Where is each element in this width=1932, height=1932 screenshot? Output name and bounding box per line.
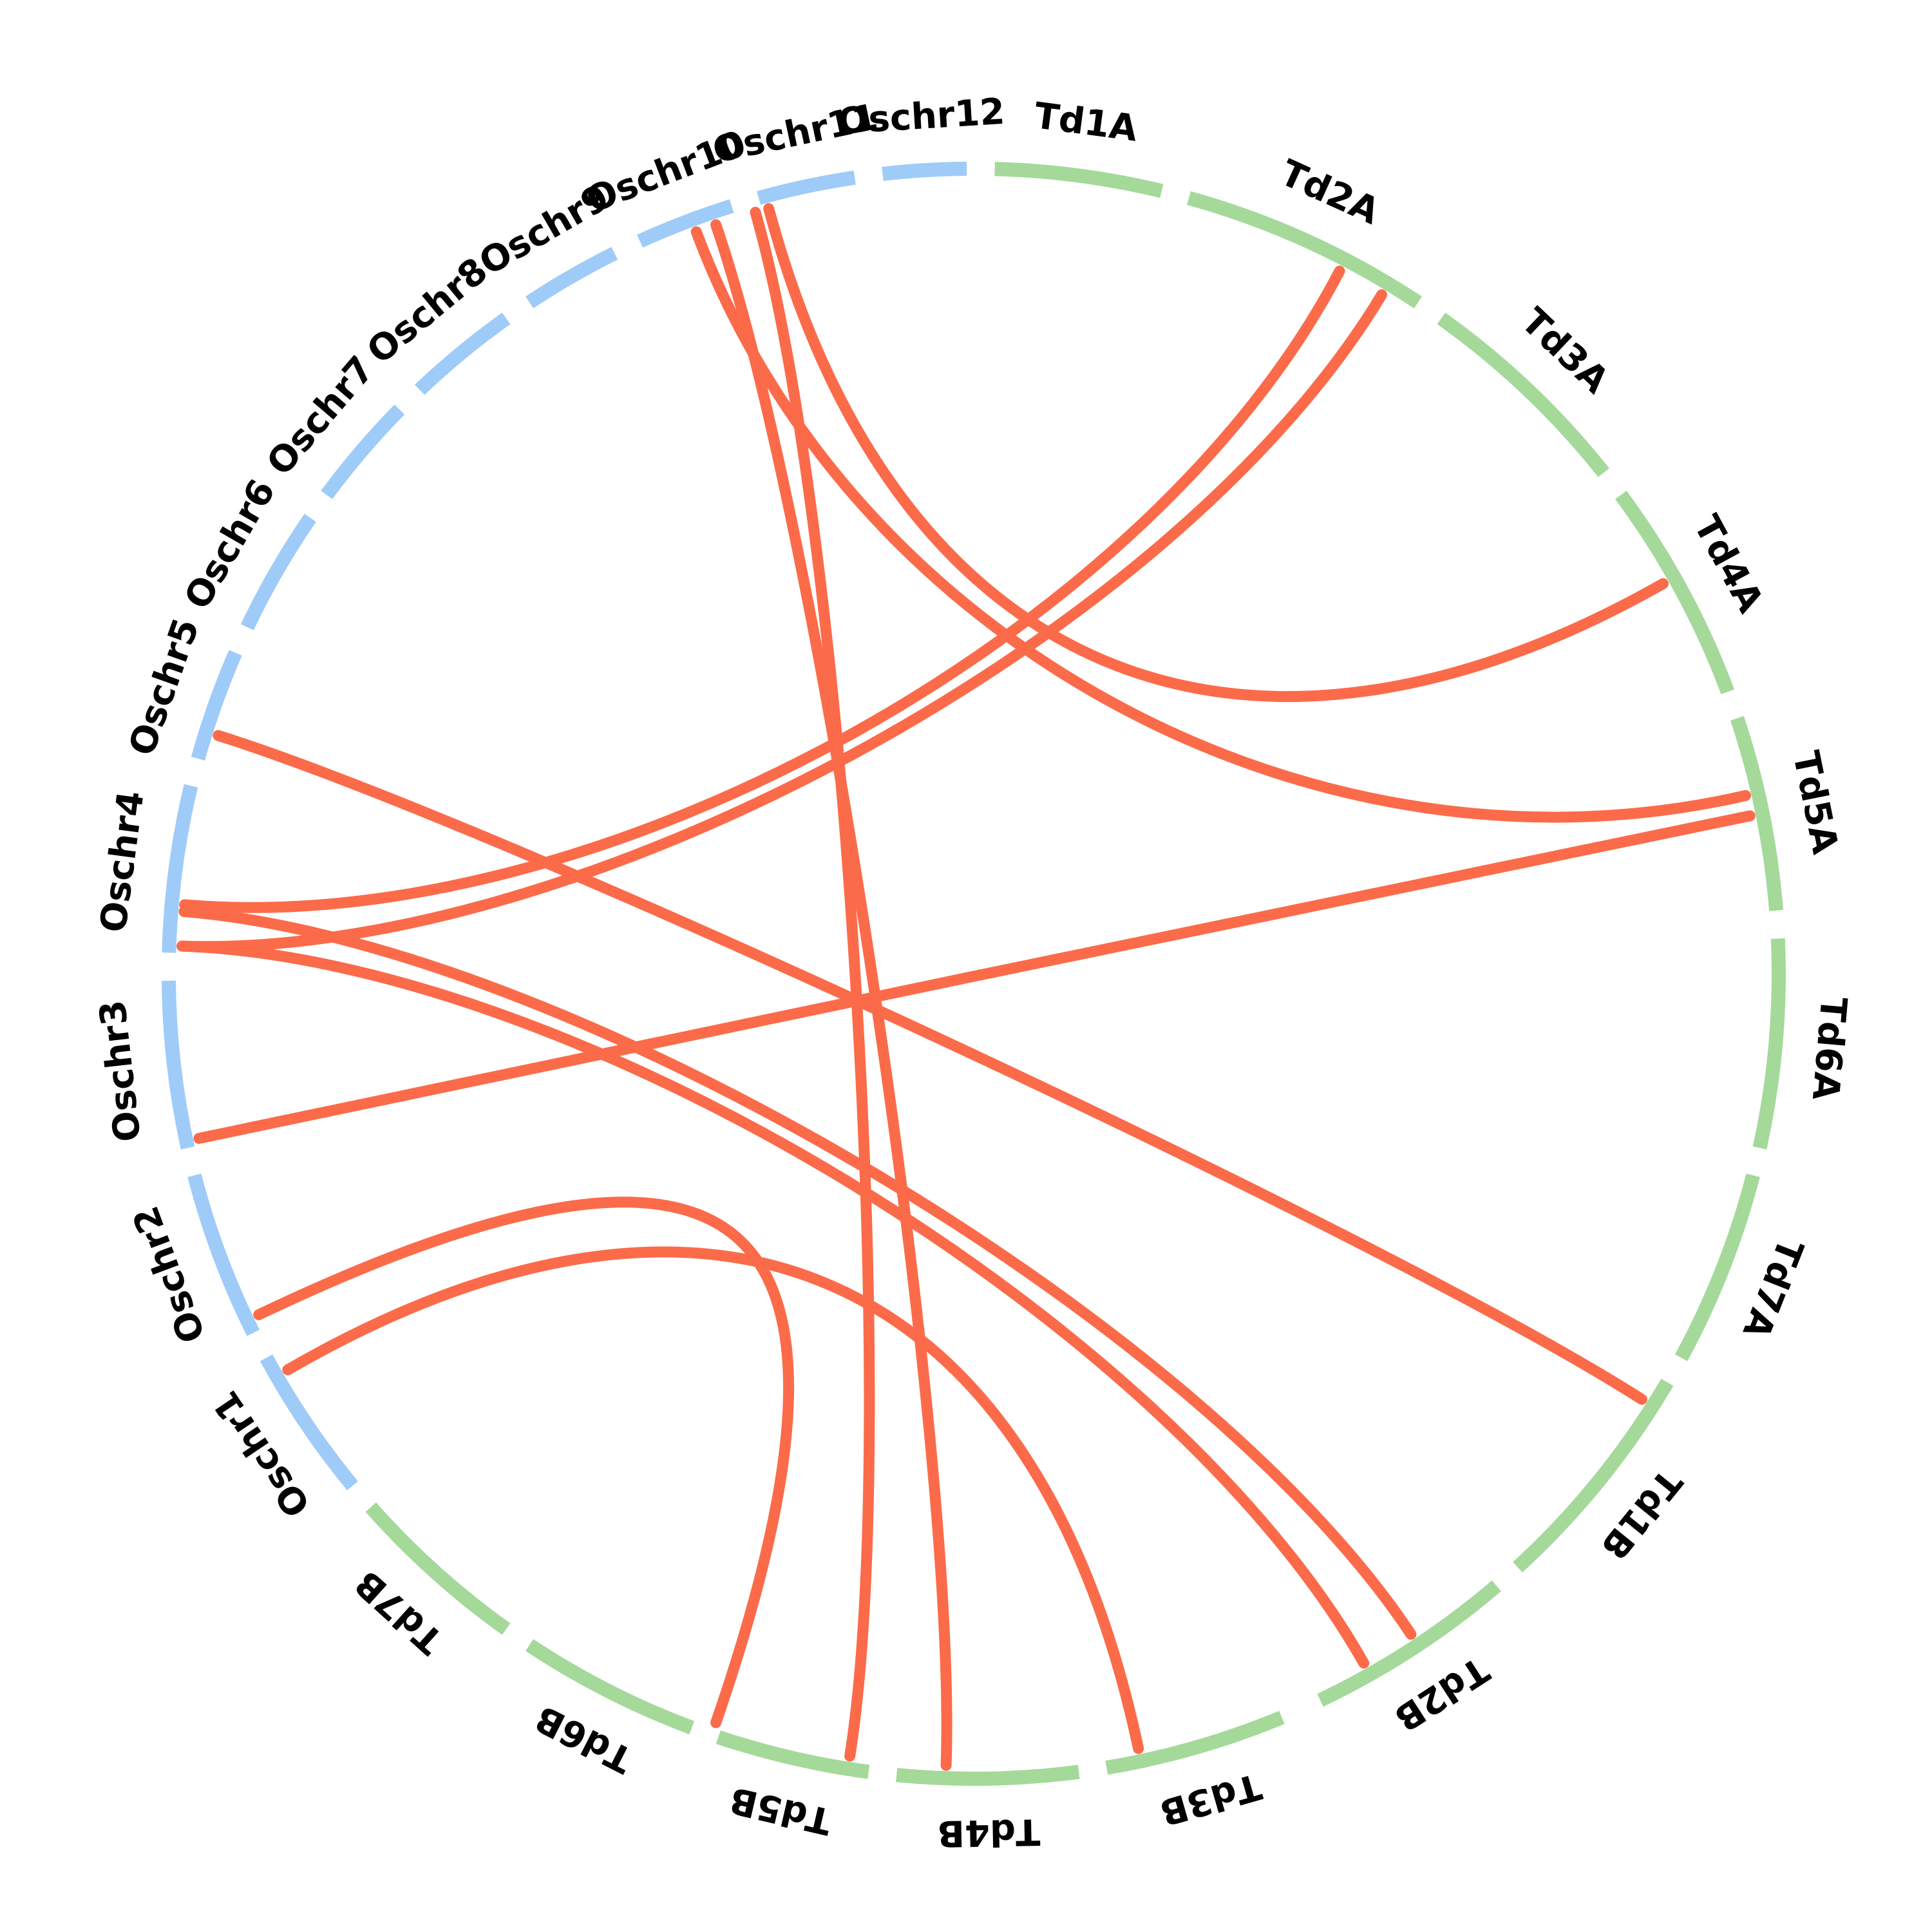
segment-td3a (1437, 312, 1609, 477)
segment-td6a (1752, 938, 1786, 1150)
segment-oschr8 (415, 312, 511, 395)
segment-oschr10 (637, 199, 734, 248)
segment-td2b (1317, 1580, 1501, 1707)
label-oschr3: Oschr3 (91, 998, 149, 1144)
chromosome-segments (162, 162, 1786, 1786)
label-td5b: Td5B (726, 1779, 835, 1842)
segment-oschr11 (757, 170, 856, 205)
synteny-link-5 (176, 289, 1387, 952)
synteny-link-10 (176, 940, 1370, 1669)
segment-oschr2 (187, 1173, 260, 1336)
synteny-link-9 (178, 906, 1417, 1640)
label-td4b: Td4B (937, 1810, 1041, 1854)
segment-td7a (1674, 1173, 1760, 1361)
segment-td4a (1615, 490, 1735, 695)
synteny-link-12 (282, 1246, 1144, 1754)
segment-td1b (1513, 1378, 1674, 1573)
synteny-link-8 (213, 730, 1647, 1405)
segment-td2a (1187, 191, 1422, 308)
label-td7a: Td7A (1734, 1233, 1812, 1345)
synteny-link-6 (179, 265, 1345, 913)
label-td6b: Td6B (529, 1697, 639, 1781)
segment-oschr9 (526, 247, 618, 308)
segment-td5a (1730, 715, 1784, 911)
segment-oschr4 (162, 784, 198, 953)
label-oschr2: Oschr2 (125, 1200, 214, 1348)
synteny-link-3 (690, 226, 1751, 823)
label-oschr4: Oschr4 (92, 788, 152, 934)
label-td1a: Td1A (1032, 95, 1140, 149)
synteny-link-7 (193, 810, 1756, 1144)
label-td2a: Td2A (1274, 152, 1386, 233)
label-oschr12: Oschr12 (837, 91, 1006, 143)
segment-td6b (526, 1639, 695, 1735)
synteny-link-2 (750, 207, 875, 1762)
segment-oschr7 (321, 404, 405, 500)
synteny-link-11 (253, 1197, 795, 1728)
label-oschr5: Oschr5 (121, 613, 208, 761)
segment-oschr6 (240, 513, 316, 630)
label-td5a: Td5A (1785, 748, 1846, 858)
synteny-links (176, 203, 1756, 1771)
synteny-link-1 (710, 219, 952, 1771)
synteny-link-4 (763, 203, 1669, 702)
segment-td5b (715, 1730, 870, 1779)
segment-oschr3 (162, 980, 195, 1150)
label-oschr8: Oschr8 (359, 250, 496, 372)
segment-td1a (994, 162, 1164, 198)
segment-oschr5 (191, 650, 242, 761)
label-td4a: Td4A (1685, 509, 1772, 620)
segment-td3b (1105, 1710, 1285, 1775)
segment-oschr12 (882, 162, 967, 181)
label-td6a: Td6A (1804, 995, 1855, 1102)
label-oschr7: Oschr7 (259, 348, 383, 484)
segment-oschr1 (260, 1354, 358, 1491)
label-td3b: Td3B (1155, 1765, 1266, 1833)
segment-td4b (896, 1765, 1080, 1786)
segment-td7b (365, 1502, 511, 1635)
